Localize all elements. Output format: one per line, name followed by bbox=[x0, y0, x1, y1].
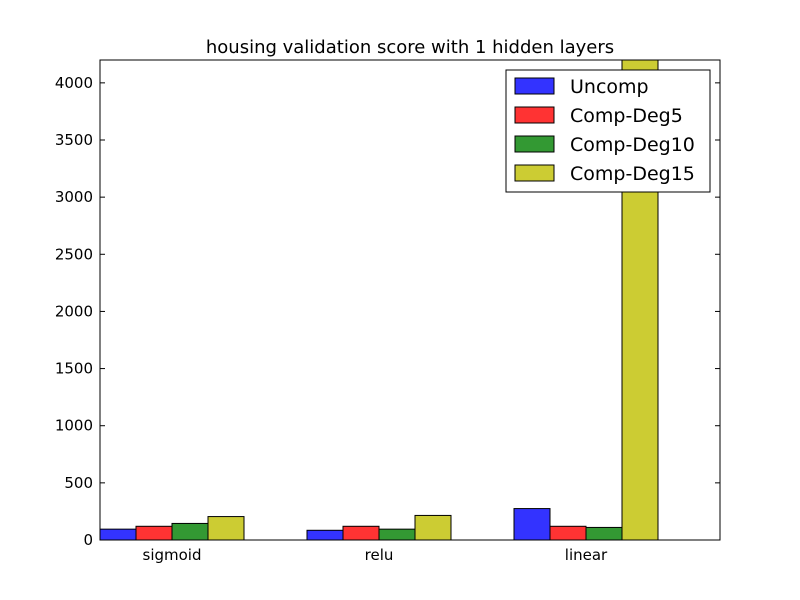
legend-label: Comp-Deg5 bbox=[570, 105, 683, 127]
y-tick-label: 3500 bbox=[55, 131, 93, 149]
bar-relu-comp-deg10 bbox=[378, 528, 416, 541]
y-tick-label: 1500 bbox=[55, 360, 93, 378]
y-tick-label: 0 bbox=[83, 531, 93, 549]
y-tick-label: 2000 bbox=[55, 302, 93, 320]
legend-label: Comp-Deg15 bbox=[570, 163, 695, 185]
legend-swatch bbox=[514, 135, 555, 153]
x-tick-label: sigmoid bbox=[143, 546, 202, 564]
legend: Uncomp Comp-Deg5 Comp-Deg10 Comp-Deg15 bbox=[505, 69, 711, 193]
bar-linear-comp-deg10 bbox=[585, 526, 623, 541]
plot-frame bbox=[99, 59, 721, 541]
bar-linear-uncomp bbox=[513, 508, 551, 541]
bar-sigmoid-comp-deg5 bbox=[135, 525, 173, 541]
bar-relu-uncomp bbox=[306, 529, 344, 541]
legend-swatch bbox=[514, 164, 555, 182]
y-tick-label: 3000 bbox=[55, 188, 93, 206]
legend-swatch bbox=[514, 106, 555, 124]
y-tick-label: 1000 bbox=[55, 417, 93, 435]
bar-relu-comp-deg15 bbox=[414, 514, 452, 541]
bar-sigmoid-comp-deg15 bbox=[207, 516, 245, 541]
legend-label: Comp-Deg10 bbox=[570, 134, 695, 156]
bar-relu-comp-deg5 bbox=[342, 525, 380, 541]
bar-linear-comp-deg5 bbox=[549, 525, 587, 541]
chart-title: housing validation score with 1 hidden l… bbox=[206, 37, 614, 58]
legend-label: Uncomp bbox=[570, 76, 649, 98]
x-tick-label: relu bbox=[365, 546, 394, 564]
y-tick-label: 4000 bbox=[55, 74, 93, 92]
x-tick-label: linear bbox=[565, 546, 608, 564]
y-tick-label: 2500 bbox=[55, 245, 93, 263]
bar-sigmoid-uncomp bbox=[99, 528, 137, 541]
bar-sigmoid-comp-deg10 bbox=[171, 522, 209, 541]
ticks-layer: sigmoid relu linear 0 500 1000 1500 2000 2500 300… bbox=[55, 74, 720, 564]
legend-swatch bbox=[514, 77, 555, 95]
y-tick-label: 500 bbox=[64, 474, 93, 492]
